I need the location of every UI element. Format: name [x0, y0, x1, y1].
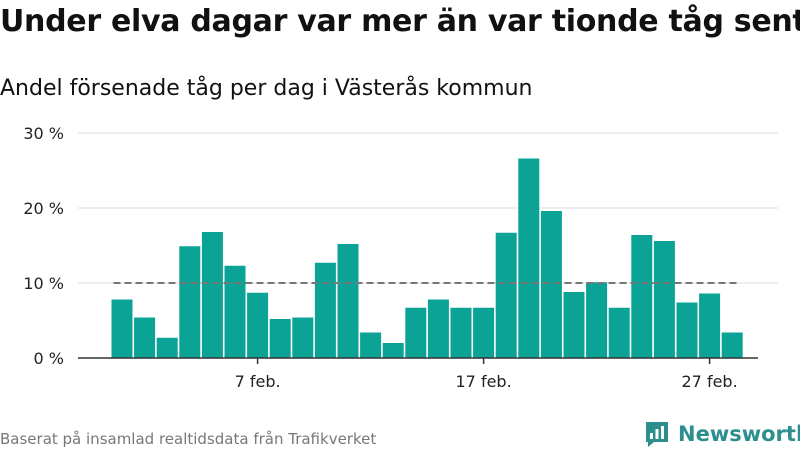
- brand-logo: Newsworthy: [644, 420, 800, 448]
- y-tick-label: 30 %: [23, 124, 64, 143]
- bar: [518, 158, 540, 358]
- bar: [360, 332, 382, 358]
- bar: [699, 293, 721, 358]
- bar: [314, 262, 336, 358]
- x-tick-label: 17 feb.: [456, 372, 512, 391]
- bar: [224, 265, 246, 358]
- bar: [247, 292, 269, 358]
- bars: [111, 158, 743, 358]
- x-tick-label: 7 feb.: [235, 372, 281, 391]
- bar-chart: 0 % 10 % 20 % 30 % 7 feb. 17 feb. 27 feb.: [23, 124, 778, 391]
- chart-title: Under elva dagar var mer än var tionde t…: [0, 4, 800, 39]
- bar: [134, 317, 156, 358]
- y-axis-labels: 0 % 10 % 20 % 30 %: [23, 124, 64, 368]
- bar: [382, 343, 404, 358]
- bar: [495, 232, 517, 358]
- y-tick-label: 0 %: [34, 349, 64, 368]
- bar: [179, 246, 201, 358]
- bar: [608, 307, 630, 358]
- bar: [540, 211, 562, 358]
- bar: [721, 332, 743, 358]
- brand-name: Newsworthy: [678, 422, 800, 446]
- bar: [201, 232, 223, 358]
- y-tick-label: 20 %: [23, 199, 64, 218]
- bar: [269, 319, 291, 358]
- bar: [653, 241, 675, 358]
- x-axis-labels: 7 feb. 17 feb. 27 feb.: [235, 358, 738, 391]
- source-note: Baserat på insamlad realtidsdata från Tr…: [0, 430, 377, 448]
- bar: [292, 317, 314, 358]
- bar: [473, 307, 495, 358]
- newsworthy-logo-icon: [646, 422, 668, 447]
- bar: [405, 307, 427, 358]
- bar: [427, 299, 449, 358]
- bar: [563, 292, 585, 358]
- bar: [450, 307, 472, 358]
- bar: [586, 282, 608, 358]
- bar: [676, 302, 698, 358]
- y-tick-label: 10 %: [23, 274, 64, 293]
- bar: [631, 235, 653, 358]
- x-tick-label: 27 feb.: [682, 372, 738, 391]
- bar: [111, 299, 133, 358]
- bar: [156, 337, 178, 358]
- chart-subtitle: Andel försenade tåg per dag i Västerås k…: [0, 76, 533, 101]
- bar: [337, 244, 359, 358]
